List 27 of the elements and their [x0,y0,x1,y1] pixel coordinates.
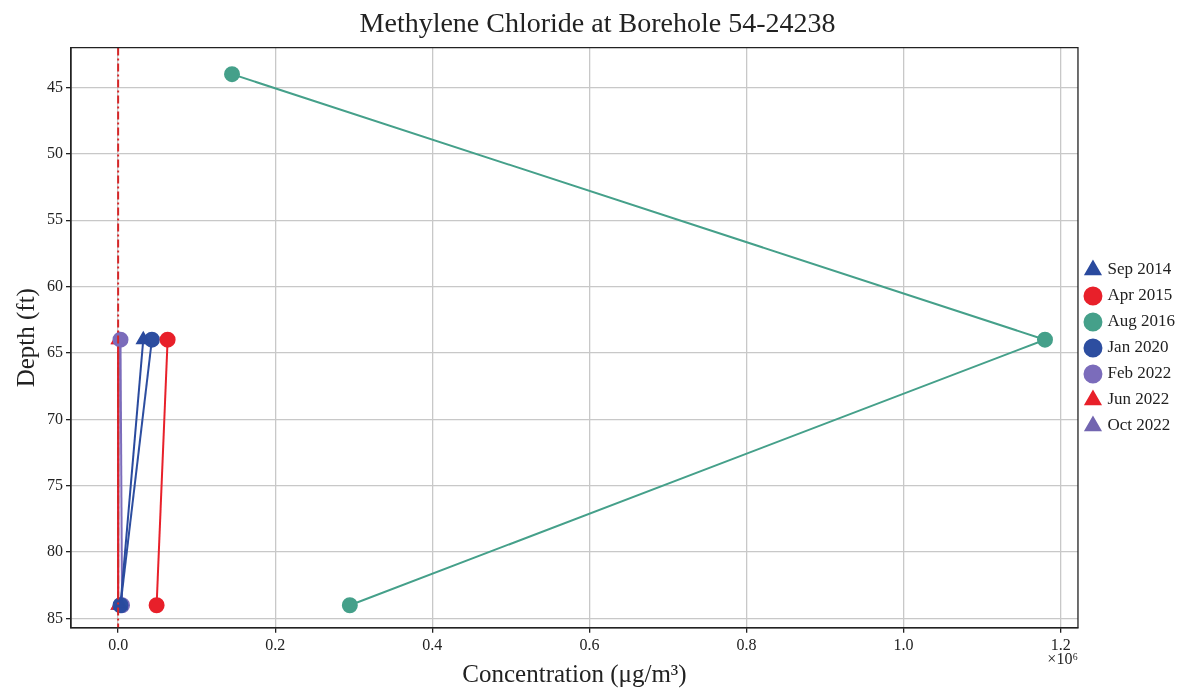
legend-label: Sep 2014 [1107,259,1172,279]
y-tick-label: 60 [47,276,63,294]
legend-label: Jan 2020 [1107,337,1169,357]
x-tick-label: 0.2 [265,635,286,653]
y-tick-label: 50 [47,144,63,162]
x-tick-label: 0.6 [579,635,600,653]
text: ×10⁶ [1047,650,1078,667]
legend-label: Oct 2022 [1107,415,1171,435]
y-axis-title: Depth (ft) [11,288,40,388]
x-tick-label: 0.0 [108,635,129,653]
x-axis-title: Concentration (μg/m³) [462,659,687,688]
y-tick-label: 65 [47,343,63,361]
y-tick-label: 70 [47,409,63,427]
x-tick-label: 0.8 [736,635,757,653]
legend-label: Aug 2016 [1107,311,1175,331]
y-tick-label: 45 [47,77,63,95]
y-tick-label: 85 [47,608,63,626]
legend-label: Jun 2022 [1107,389,1170,409]
x-tick-label: 1.0 [893,635,914,653]
chart-title: Methylene Chloride at Borehole 54-24238 [359,7,836,39]
y-tick-label: 55 [47,210,63,228]
legend-label: Apr 2015 [1107,285,1173,305]
legend-label: Feb 2022 [1107,363,1172,383]
y-tick-label: 80 [47,542,63,560]
y-tick-label: 75 [47,475,63,493]
x-tick-label: 0.4 [422,635,443,653]
x-tick-label: 1.2 [1050,635,1071,653]
